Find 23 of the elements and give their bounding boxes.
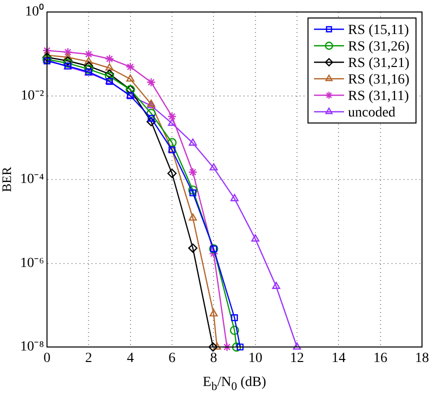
x-axis-title: E$_{b}$/N$_{0}$ (dB) (202, 375, 268, 393)
x-tick-label: 8 (210, 351, 218, 366)
y-axis-title: BER (0, 166, 14, 192)
x-tick-label: 10 (248, 351, 262, 366)
legend-label: RS (31,21) (348, 56, 410, 71)
legend-label: RS (15,11) (348, 22, 410, 38)
x-tick-label: 2 (85, 351, 92, 366)
legend-label: RS (31,16) (348, 72, 410, 88)
x-tick-label: 12 (290, 351, 304, 366)
x-tick-label: 16 (373, 351, 388, 366)
x-tick-label: 4 (126, 351, 134, 366)
x-tick-label: 14 (332, 351, 346, 366)
x-tick-label: 6 (168, 351, 176, 366)
legend-label: RS (31,11) (348, 88, 410, 104)
y-tick-label: 10⁻⁴ (20, 172, 44, 188)
y-tick-label: 10⁻⁶ (20, 256, 44, 271)
x-tick-label: 18 (415, 351, 429, 366)
x-tick-label: 0 (44, 351, 50, 366)
legend-label: RS (31,26) (348, 39, 410, 54)
legend-label: uncoded (348, 105, 396, 120)
y-tick-label: 10⁰ (25, 4, 44, 20)
y-tick-label: 10⁻² (20, 88, 44, 104)
y-tick-label: 10⁻⁸ (20, 340, 44, 355)
